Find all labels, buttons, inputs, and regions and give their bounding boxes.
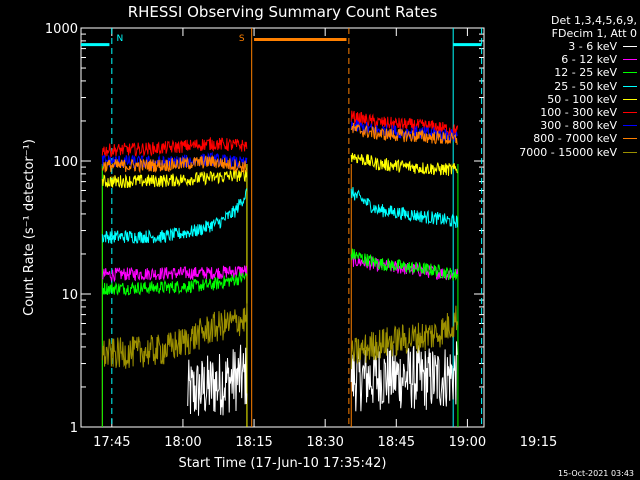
legend-entry: 6 - 12 keV xyxy=(485,53,637,66)
series-line xyxy=(350,248,458,281)
series-line xyxy=(350,252,459,281)
series-line xyxy=(350,305,459,370)
legend-header-line: Det 1,3,4,5,6,9, xyxy=(550,14,637,27)
x-tick-label: 19:00 xyxy=(449,435,486,450)
legend-swatch xyxy=(623,85,637,87)
legend-swatch xyxy=(623,98,637,100)
legend-entry: 300 - 800 keV xyxy=(485,119,637,132)
series-line xyxy=(350,341,458,412)
y-tick-label: 1 xyxy=(70,421,78,436)
x-tick-label: 17:45 xyxy=(93,435,130,450)
legend-label: 100 - 300 keV xyxy=(540,106,617,120)
y-axis-label: Count Rate (s⁻¹ detector⁻¹) xyxy=(22,139,37,316)
legend-label: 7000 - 15000 keV xyxy=(519,145,617,159)
y-tick-label: 10 xyxy=(61,288,78,303)
annotation-label: S xyxy=(239,34,245,44)
legend-label: 12 - 25 keV xyxy=(554,66,617,80)
legend-swatch xyxy=(623,72,637,74)
legend-entry: 12 - 25 keV xyxy=(485,66,637,79)
legend-swatch xyxy=(623,125,637,127)
legend-label: 3 - 6 keV xyxy=(568,40,617,54)
legend-entry: 100 - 300 keV xyxy=(485,106,637,119)
series-line xyxy=(101,303,248,369)
x-tick-label: 18:30 xyxy=(306,435,343,450)
legend-label: 25 - 50 keV xyxy=(554,79,617,93)
legend-label: 6 - 12 keV xyxy=(561,53,617,67)
legend: Det 1,3,4,5,6,9, FDecim 1, Att 0 3 - 6 k… xyxy=(485,14,637,159)
legend-entry: 3 - 6 keV xyxy=(485,40,637,53)
y-tick-label: 100 xyxy=(53,155,78,170)
plot-frame xyxy=(80,27,485,428)
annotation-label: N xyxy=(116,34,123,44)
x-tick-label: 19:15 xyxy=(520,435,557,450)
legend-header-line: FDecim 1, Att 0 xyxy=(551,27,637,40)
legend-entry: 800 - 7000 keV xyxy=(485,132,637,145)
y-tick-label: 1000 xyxy=(45,22,78,37)
legend-entry: 7000 - 15000 keV xyxy=(485,146,637,159)
x-axis-label: Start Time (17-Jun-10 17:35:42) xyxy=(179,456,387,471)
series-line xyxy=(101,151,248,170)
x-tick-label: 18:45 xyxy=(378,435,415,450)
series-line xyxy=(350,152,458,176)
legend-label: 300 - 800 keV xyxy=(540,119,617,133)
series-line xyxy=(101,188,248,244)
legend-swatch xyxy=(623,59,637,61)
series-line xyxy=(101,265,248,283)
series-line xyxy=(350,187,459,229)
x-tick-label: 18:15 xyxy=(235,435,272,450)
x-tick-label: 18:00 xyxy=(164,435,201,450)
legend-entry: 25 - 50 keV xyxy=(485,80,637,93)
series-line xyxy=(101,155,248,174)
legend-swatch xyxy=(623,151,637,153)
legend-label: 50 - 100 keV xyxy=(547,92,617,106)
legend-swatch xyxy=(623,138,637,140)
legend-label: 800 - 7000 keV xyxy=(533,132,617,146)
legend-swatch xyxy=(623,46,637,48)
series-line xyxy=(350,122,458,146)
series-line xyxy=(101,168,248,189)
legend-swatch xyxy=(623,112,637,114)
chart-title: RHESSI Observing Summary Count Rates xyxy=(128,3,438,21)
series-line xyxy=(101,137,248,158)
legend-entry: 50 - 100 keV xyxy=(485,93,637,106)
timestamp: 15-Oct-2021 03:43 xyxy=(558,469,634,478)
series-line xyxy=(101,271,248,296)
series-line xyxy=(187,344,248,416)
